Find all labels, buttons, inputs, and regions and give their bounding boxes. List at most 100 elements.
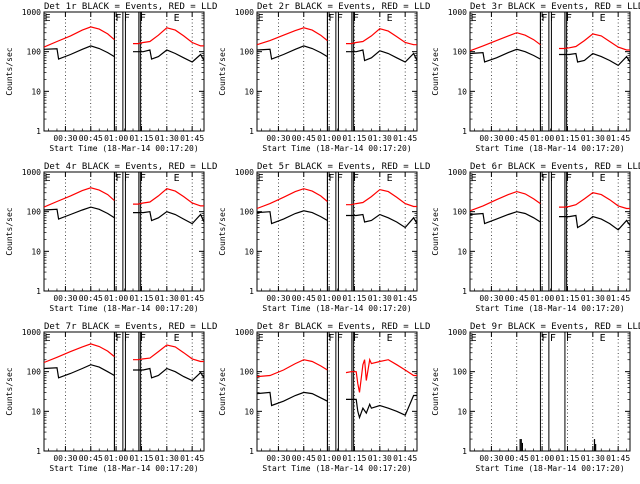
flag-label: E (471, 333, 477, 344)
flag-label: F (353, 13, 359, 24)
panel-det-3r: Det 3r BLACK = Events, RED = LLD 1 10 100 10… (431, 2, 640, 153)
x-tick-label: 01:45 (393, 294, 417, 303)
x-tick-label: 00:45 (79, 454, 103, 463)
x-tick-label: 01:15 (555, 134, 579, 143)
events-line (256, 391, 417, 420)
x-tick-label: 01:30 (155, 134, 179, 143)
y-tick-label: 1 (36, 127, 41, 136)
events-line (256, 45, 418, 63)
y-axis-label: Counts/sec (5, 207, 14, 255)
lld-line (256, 188, 417, 210)
y-tick-label: 1000 (235, 8, 254, 17)
y-axis-label: Counts/sec (5, 47, 14, 95)
events-line (469, 48, 631, 67)
y-tick-label: 100 (453, 48, 468, 57)
x-tick-label: 00:30 (479, 134, 503, 143)
flag-label: F (566, 13, 572, 24)
x-tick-label: 00:30 (53, 134, 77, 143)
flag-label: E (471, 13, 477, 24)
x-tick-label: 00:30 (266, 134, 290, 143)
panel-det-5r: Det 5r BLACK = Events, RED = LLD 1 10 100 10… (218, 162, 430, 313)
plot-frame (256, 331, 418, 452)
y-tick-label: 1000 (235, 168, 254, 177)
y-axis-label: Counts/sec (431, 47, 440, 95)
x-tick-label: 01:15 (342, 454, 366, 463)
x-tick-label: 01:00 (104, 134, 128, 143)
events-line (469, 211, 631, 231)
x-tick-label: 01:45 (180, 134, 204, 143)
y-axis-label: Counts/sec (218, 367, 227, 415)
flag-label: E (258, 173, 264, 184)
y-tick-label: 1000 (448, 168, 467, 177)
flag-label: E (258, 333, 264, 344)
x-tick-label: 01:15 (342, 134, 366, 143)
events-line (256, 210, 418, 229)
flag-label: F (140, 333, 146, 344)
lld-line (43, 343, 204, 364)
x-tick-label: 01:15 (129, 294, 153, 303)
y-tick-label: 1000 (448, 8, 467, 17)
flag-label: E (387, 13, 393, 24)
flag-label: F (566, 333, 572, 344)
x-tick-label: 00:30 (53, 454, 77, 463)
panel-title: Det 4r BLACK = Events, RED = LLD (44, 162, 217, 172)
y-tick-label: 100 (240, 48, 255, 57)
x-tick-label: 00:45 (292, 134, 316, 143)
x-tick-label: 01:15 (129, 134, 153, 143)
x-tick-label: 00:45 (505, 294, 529, 303)
flag-label: F (124, 13, 130, 24)
x-tick-label: 01:30 (368, 294, 392, 303)
panel-title: Det 9r BLACK = Events, RED = LLD (470, 322, 640, 332)
flag-label: E (174, 333, 180, 344)
x-axis-label: Start Time (18-Mar-14 00:17:20) (49, 464, 198, 473)
y-tick-label: 100 (27, 368, 42, 377)
y-tick-label: 1 (462, 287, 467, 296)
x-tick-label: 01:15 (129, 454, 153, 463)
plot-frame (43, 331, 205, 452)
y-tick-label: 10 (457, 87, 467, 96)
flag-label: F (541, 333, 547, 344)
panel-det-7r: Det 7r BLACK = Events, RED = LLD 1 10 100 10… (5, 322, 217, 473)
x-tick-label: 01:45 (606, 134, 630, 143)
flag-label: F (124, 333, 130, 344)
x-axis-label: Start Time (18-Mar-14 00:17:20) (49, 144, 198, 153)
flag-label: E (471, 173, 477, 184)
y-axis-label: Counts/sec (5, 367, 14, 415)
flag-label: E (174, 13, 180, 24)
y-tick-label: 100 (27, 208, 42, 217)
y-axis-label: Counts/sec (218, 207, 227, 255)
lld-line (256, 27, 417, 46)
panel-det-9r: Det 9r BLACK = Events, RED = LLD 1 10 100 10… (431, 322, 640, 473)
y-tick-label: 10 (244, 87, 254, 96)
y-tick-label: 1 (249, 127, 254, 136)
panel-title: Det 8r BLACK = Events, RED = LLD (257, 322, 430, 332)
flag-label: F (115, 173, 121, 184)
x-tick-label: 00:30 (479, 294, 503, 303)
panel-det-6r: Det 6r BLACK = Events, RED = LLD 1 10 100 10… (431, 162, 640, 313)
x-axis-label: Start Time (18-Mar-14 00:17:20) (262, 464, 411, 473)
y-tick-label: 100 (240, 208, 255, 217)
panel-det-4r: Det 4r BLACK = Events, RED = LLD 1 10 100 10… (5, 162, 217, 313)
x-tick-label: 01:30 (155, 294, 179, 303)
plot-frame (469, 331, 631, 452)
x-tick-label: 01:30 (368, 134, 392, 143)
flag-label: F (140, 13, 146, 24)
events-line (43, 364, 205, 382)
x-tick-label: 01:45 (606, 294, 630, 303)
y-tick-label: 1000 (22, 328, 41, 337)
x-axis-label: Start Time (18-Mar-14 00:17:20) (475, 464, 624, 473)
x-tick-label: 00:30 (53, 294, 77, 303)
y-tick-label: 10 (244, 407, 254, 416)
y-axis-label: Counts/sec (431, 207, 440, 255)
flag-label: E (45, 333, 51, 344)
y-tick-label: 1000 (22, 168, 41, 177)
plot-frame (469, 171, 631, 292)
flag-label: F (328, 173, 334, 184)
flag-label: F (337, 173, 343, 184)
flag-label: E (600, 173, 606, 184)
panel-title: Det 7r BLACK = Events, RED = LLD (44, 322, 217, 332)
plot-frame (469, 11, 631, 132)
x-tick-label: 01:00 (317, 134, 341, 143)
